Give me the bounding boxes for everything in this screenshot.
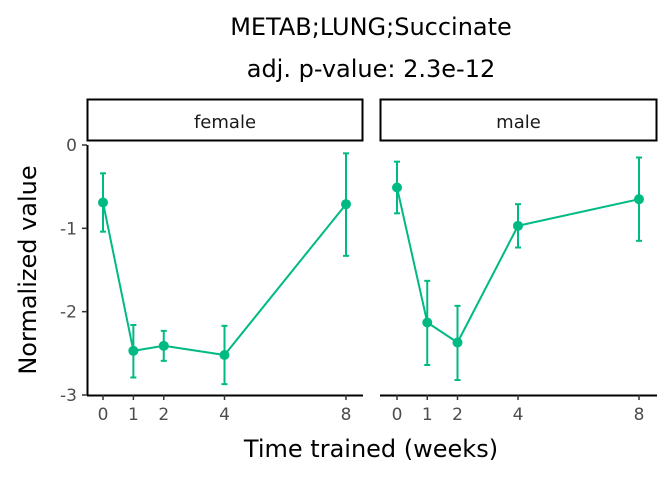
x-axis-title: Time trained (weeks) [243, 435, 498, 463]
data-point [98, 197, 108, 208]
facet-label-female: female [194, 112, 256, 133]
data-point [128, 345, 139, 356]
data-point [158, 340, 169, 351]
y-tick-label: -3 [60, 386, 77, 406]
facet-strip-male [379, 98, 658, 142]
data-point [392, 182, 402, 193]
data-point [422, 317, 433, 328]
x-tick-label: 0 [98, 405, 109, 425]
panel-male: male 0 1 2 4 8 [379, 98, 658, 425]
y-tick-label: -1 [60, 219, 77, 239]
y-axis-title: Normalized value [14, 165, 42, 374]
x-tick-label: 0 [392, 405, 403, 425]
chart-title-line-1: METAB;LUNG;Succinate [230, 13, 512, 41]
facet-label-male: male [496, 112, 541, 133]
data-point [513, 220, 523, 231]
data-point [452, 337, 463, 348]
x-tick-label: 8 [341, 405, 352, 425]
x-tick-label: 8 [634, 405, 645, 425]
x-tick-label: 1 [128, 405, 139, 425]
x-tick-label: 4 [513, 405, 524, 425]
data-point [219, 350, 230, 360]
x-tick-label: 4 [219, 405, 230, 425]
x-tick-label: 1 [422, 405, 433, 425]
data-point [341, 199, 351, 210]
chart-title-line-2: adj. p-value: 2.3e-12 [247, 55, 496, 83]
y-tick-label: -2 [60, 303, 77, 323]
facet-strip-female [86, 98, 364, 142]
y-tick-label: 0 [66, 136, 77, 156]
x-tick-label: 2 [158, 405, 169, 425]
x-tick-label: 2 [452, 405, 463, 425]
data-point [634, 194, 644, 205]
